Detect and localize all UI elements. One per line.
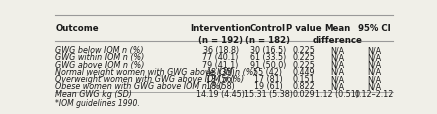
Text: N/A: N/A [330, 67, 344, 76]
Text: N/A: N/A [330, 60, 344, 69]
Text: Overweight women with GWG above IOM n (%): Overweight women with GWG above IOM n (%… [55, 75, 244, 83]
Text: N/A: N/A [368, 53, 382, 62]
Text: 36 (18.8): 36 (18.8) [202, 46, 239, 55]
Text: 14.19 (4.45): 14.19 (4.45) [196, 89, 245, 98]
Text: 0.225: 0.225 [292, 60, 315, 69]
Text: P value: P value [286, 24, 321, 33]
Text: N/A: N/A [368, 46, 382, 55]
Text: 0.822: 0.822 [292, 82, 315, 91]
Text: 77 (40.1): 77 (40.1) [202, 53, 239, 62]
Text: Normal weight women with GWG above IOM n (%): Normal weight women with GWG above IOM n… [55, 67, 257, 76]
Text: 0.225: 0.225 [292, 53, 315, 62]
Text: N/A: N/A [330, 82, 344, 91]
Text: Obese women with GWG above IOM n (%): Obese women with GWG above IOM n (%) [55, 82, 224, 91]
Text: 79 (41.1): 79 (41.1) [202, 60, 239, 69]
Text: 30 (16.5): 30 (16.5) [250, 46, 286, 55]
Text: Mean
difference: Mean difference [312, 24, 362, 44]
Text: N/A: N/A [368, 60, 382, 69]
Text: Outcome: Outcome [55, 24, 99, 33]
Text: 1.12 (0.51): 1.12 (0.51) [316, 89, 359, 98]
Text: N/A: N/A [330, 46, 344, 55]
Text: 15.31 (5.38): 15.31 (5.38) [243, 89, 292, 98]
Text: GWG within IOM n (%): GWG within IOM n (%) [55, 53, 145, 62]
Text: Intervention
(n = 192): Intervention (n = 192) [190, 24, 251, 44]
Text: GWG below IOM n (%): GWG below IOM n (%) [55, 46, 144, 55]
Text: 0.449: 0.449 [292, 67, 315, 76]
Text: N/A: N/A [330, 53, 344, 62]
Text: 0.12–2.12: 0.12–2.12 [355, 89, 394, 98]
Text: *IOM guidelines 1990.: *IOM guidelines 1990. [55, 98, 140, 107]
Text: N/A: N/A [368, 82, 382, 91]
Text: 0.225: 0.225 [292, 46, 315, 55]
Text: Control
(n = 182): Control (n = 182) [246, 24, 291, 44]
Text: N/A: N/A [368, 75, 382, 83]
Text: Mean GWG kg (SD): Mean GWG kg (SD) [55, 89, 132, 98]
Text: 19 (61): 19 (61) [253, 82, 282, 91]
Text: 17 (81): 17 (81) [253, 75, 282, 83]
Text: 0.151: 0.151 [292, 75, 315, 83]
Text: N/A: N/A [330, 75, 344, 83]
Text: N/A: N/A [368, 67, 382, 76]
Text: 61 (33.5): 61 (33.5) [250, 53, 286, 62]
Text: 91 (50.0): 91 (50.0) [250, 60, 286, 69]
Text: 0.029: 0.029 [292, 89, 315, 98]
Text: 95% CI: 95% CI [358, 24, 391, 33]
Text: 13 (56): 13 (56) [206, 75, 235, 83]
Text: GWG above IOM n (%): GWG above IOM n (%) [55, 60, 145, 69]
Text: 18 (58): 18 (58) [206, 82, 235, 91]
Text: 48 (35): 48 (35) [206, 67, 235, 76]
Text: 55 (42): 55 (42) [253, 67, 282, 76]
